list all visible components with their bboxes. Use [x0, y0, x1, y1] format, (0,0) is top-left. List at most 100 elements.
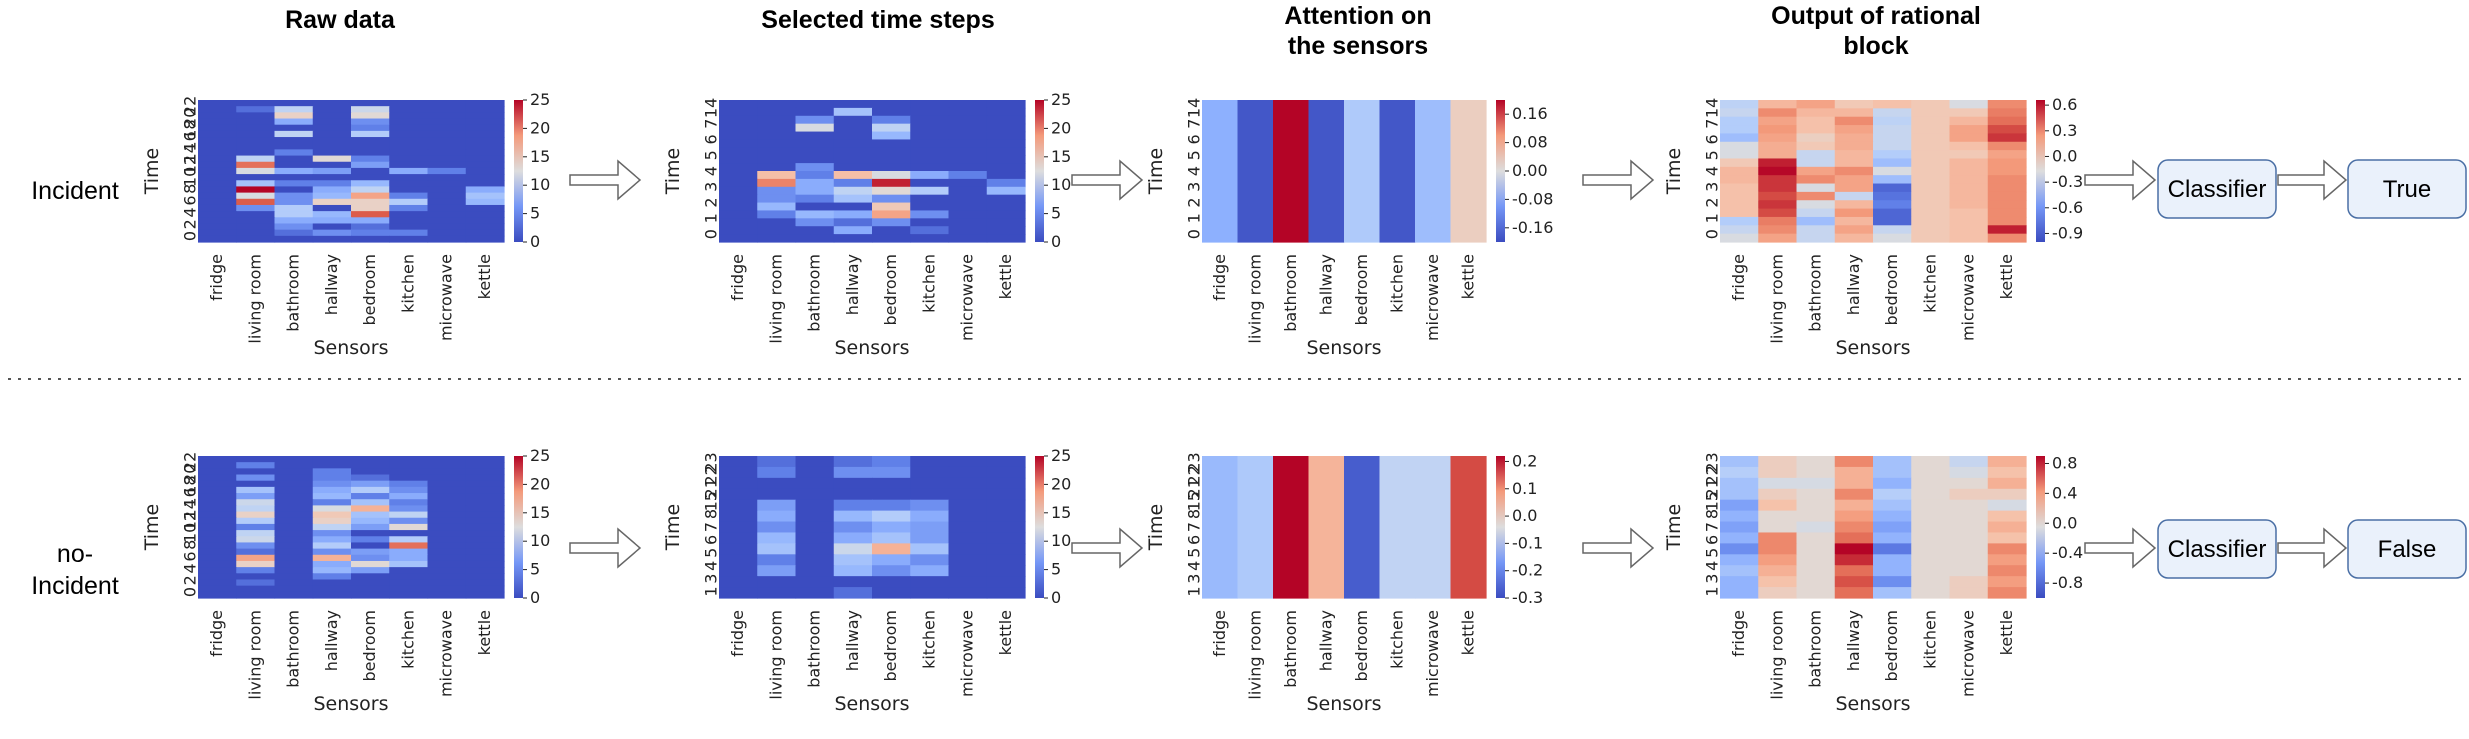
- heatmap-cell: [795, 194, 835, 204]
- heatmap-cell: [1796, 225, 1836, 235]
- heatmap-cell: [351, 517, 390, 525]
- heatmap-cell: [198, 229, 237, 237]
- heatmap-cell: [986, 163, 1026, 172]
- heatmap-cell: [910, 163, 950, 172]
- heatmap-cell: [986, 532, 1026, 544]
- heatmap-cell: [274, 456, 314, 463]
- y-tick-label: 7: [1185, 522, 1204, 532]
- heatmap-cell: [236, 229, 276, 237]
- y-tick-label: 1: [702, 213, 721, 223]
- heatmap-cell: [1911, 216, 1951, 226]
- heatmap-cell: [389, 505, 429, 513]
- heatmap-cell: [312, 554, 352, 562]
- heatmap-cell: [389, 493, 429, 500]
- heatmap-cell: [1379, 100, 1416, 243]
- heatmap-cell: [351, 536, 390, 544]
- heatmap-cell: [872, 194, 911, 204]
- heatmap-cell: [274, 462, 314, 469]
- heatmap-cell: [1758, 175, 1798, 185]
- y-tick-label: 4: [1185, 561, 1204, 571]
- x-tick-label: fridge: [207, 610, 226, 657]
- heatmap-cell: [872, 543, 911, 555]
- x-axis-label: Sensors: [313, 337, 388, 359]
- heatmap-cell: [795, 115, 835, 125]
- y-tick-label: 16: [181, 487, 200, 507]
- y-tick-label: 7: [1185, 119, 1204, 129]
- heatmap-cell: [948, 139, 988, 148]
- x-tick-label: living room: [766, 610, 785, 700]
- heatmap-cell: [719, 163, 758, 172]
- heatmap-cell: [389, 235, 429, 243]
- heatmap-cell: [427, 217, 467, 225]
- heatmap-cell: [274, 149, 314, 157]
- heatmap-cell: [274, 106, 314, 113]
- y-tick-label: 20: [181, 108, 200, 128]
- flow-arrow: [1582, 159, 1655, 201]
- heatmap-cell: [465, 118, 505, 126]
- heatmap-cell: [1987, 233, 2027, 243]
- heatmap-cell: [274, 548, 314, 556]
- heatmap-cell: [1720, 183, 1759, 193]
- heatmap-cell: [465, 155, 505, 163]
- heatmap-cell: [1720, 532, 1759, 544]
- y-tick-label: 4: [702, 561, 721, 571]
- heatmap-cell: [351, 591, 390, 599]
- heatmap-cell: [274, 211, 314, 218]
- heatmap-no-incident-raw: fridge living room bathroom hallway bedroom k…: [141, 446, 550, 715]
- x-tick-label: fridge: [207, 254, 226, 301]
- heatmap-cell: [465, 100, 505, 107]
- y-tick-label: 2: [702, 197, 721, 207]
- heatmap-cell: [351, 106, 390, 113]
- y-tick-label: 6: [1185, 134, 1204, 144]
- y-tick-label: 8: [181, 540, 200, 550]
- heatmap-cell: [1949, 158, 1989, 168]
- y-tick-label: 21: [702, 478, 721, 498]
- heatmap-cell: [757, 554, 797, 566]
- heatmap-cell: [1720, 521, 1759, 534]
- heatmap-cell: [986, 234, 1026, 243]
- heatmap-cell: [1796, 456, 1836, 468]
- heatmap-cell: [1758, 141, 1798, 151]
- heatmap-cell: [948, 226, 988, 235]
- heatmap-cell: [1720, 225, 1759, 235]
- row-label-no-incident-line2: Incident: [31, 572, 119, 600]
- heatmap-cell: [1949, 175, 1989, 185]
- heatmap-cell: [1758, 125, 1798, 135]
- heatmap-cell: [833, 210, 873, 219]
- heatmap-cell: [1911, 175, 1951, 185]
- heatmap-cell: [1834, 191, 1874, 201]
- y-tick-label: 5: [1185, 150, 1204, 160]
- heatmap-cell: [1758, 532, 1798, 544]
- heatmap-cell: [274, 130, 314, 138]
- colorbar-tick-label: 25: [1051, 90, 1071, 109]
- heatmap-cell: [910, 499, 950, 512]
- colorbar-tick-label: -0.2: [1512, 561, 1543, 580]
- x-tick-label: fridge: [1210, 610, 1229, 657]
- heatmap-cell: [910, 576, 950, 588]
- heatmap-cell: [274, 100, 314, 107]
- y-tick-label: 3: [1703, 182, 1722, 192]
- heatmap-cell: [795, 131, 835, 141]
- heatmap-cell: [274, 204, 314, 212]
- y-tick-label: 22: [181, 452, 200, 472]
- x-tick-label: bedroom: [1352, 254, 1371, 326]
- heatmap-cell: [1796, 175, 1836, 185]
- heatmap-cell: [719, 587, 758, 599]
- heatmap-cell: [1758, 477, 1798, 490]
- heatmap-cell: [198, 217, 237, 225]
- heatmap-cell: [236, 118, 276, 126]
- heatmap-cell: [427, 523, 467, 531]
- heatmap-cell: [833, 178, 873, 188]
- heatmap-cell: [198, 486, 237, 494]
- y-tick-label: 4: [702, 166, 721, 176]
- heatmap-cell: [236, 124, 276, 132]
- heatmap-cell: [198, 505, 237, 513]
- heatmap-cell: [1796, 100, 1836, 109]
- heatmap-cell: [427, 229, 467, 237]
- heatmap-cell: [1796, 466, 1836, 479]
- heatmap-cell: [1834, 216, 1874, 226]
- x-axis-label: Sensors: [1306, 693, 1381, 715]
- heatmap-cell: [719, 510, 758, 523]
- heatmap-cell: [351, 579, 390, 587]
- colorbar-tick-label: 0.4: [2052, 483, 2077, 502]
